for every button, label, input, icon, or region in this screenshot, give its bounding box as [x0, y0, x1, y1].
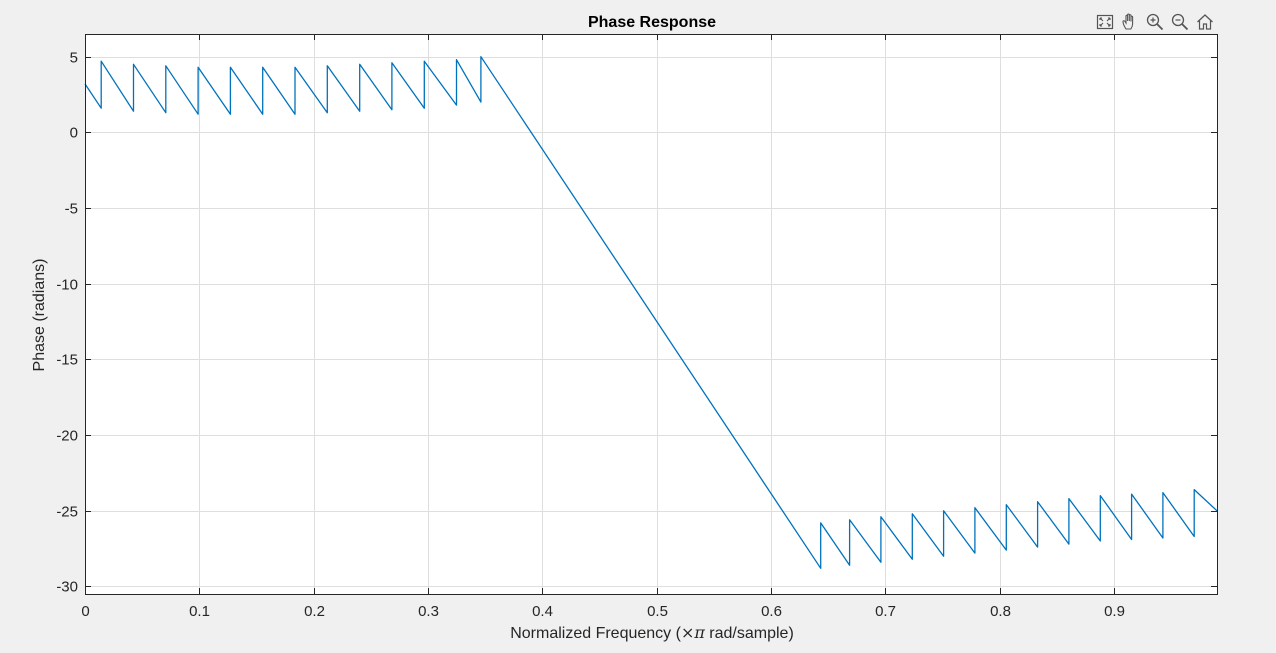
restore-view-icon — [1096, 14, 1114, 30]
data-layer — [84, 56, 1218, 569]
x-tick-label: 0.3 — [418, 603, 439, 620]
y-tick-label: -10 — [56, 277, 78, 294]
zoom-in-icon — [1146, 13, 1164, 31]
zoom-out-button[interactable] — [1169, 11, 1191, 33]
x-tick-label: 0 — [81, 603, 89, 620]
y-tick-label: -25 — [56, 504, 78, 521]
x-tick-label: 0.5 — [647, 603, 668, 620]
restore-view-button[interactable] — [1094, 11, 1116, 33]
y-tick-label: -15 — [56, 352, 78, 369]
pan-hand-icon — [1122, 13, 1134, 30]
y-tick-label: 5 — [70, 50, 78, 67]
home-icon — [1197, 14, 1213, 30]
chart-title: Phase Response — [588, 14, 716, 31]
axes-frame — [85, 34, 1218, 595]
y-tick-label: -5 — [65, 201, 78, 218]
x-axis-label-main: Normalized Frequency ( — [510, 625, 681, 642]
phase-series-line — [84, 56, 1218, 569]
x-axis-label: Normalized Frequency (×π rad/sample) — [510, 623, 794, 642]
grid-lines — [85, 34, 1217, 594]
x-tick-label: 0.8 — [990, 603, 1011, 620]
x-tick-label: 0.4 — [532, 603, 553, 620]
y-tick-label: 0 — [70, 125, 78, 142]
y-tick-label: -30 — [56, 579, 78, 596]
x-tick-label: 0.7 — [875, 603, 896, 620]
y-tick-label: -20 — [56, 428, 78, 445]
x-axis-label-symbol: ×π — [681, 623, 705, 642]
zoom-in-button[interactable] — [1144, 11, 1166, 33]
plot-area[interactable] — [85, 34, 1217, 594]
x-tick-label: 0.1 — [189, 603, 210, 620]
zoom-out-icon — [1171, 13, 1189, 31]
pan-button[interactable] — [1119, 11, 1141, 33]
x-tick-label: 0.9 — [1104, 603, 1125, 620]
home-button[interactable] — [1194, 11, 1216, 33]
axes-toolbar — [1094, 10, 1216, 34]
tick-layer: 0 0.1 0.2 0.3 0.4 0.5 0.6 0.7 0.8 0.9 5 0 -5 -10 -15 -2… — [56, 34, 1217, 620]
y-axis-label: Phase (radians) — [31, 259, 48, 372]
x-tick-label: 0.2 — [304, 603, 325, 620]
x-axis-label-unit: rad/sample) — [705, 625, 794, 642]
x-tick-label: 0.6 — [761, 603, 782, 620]
